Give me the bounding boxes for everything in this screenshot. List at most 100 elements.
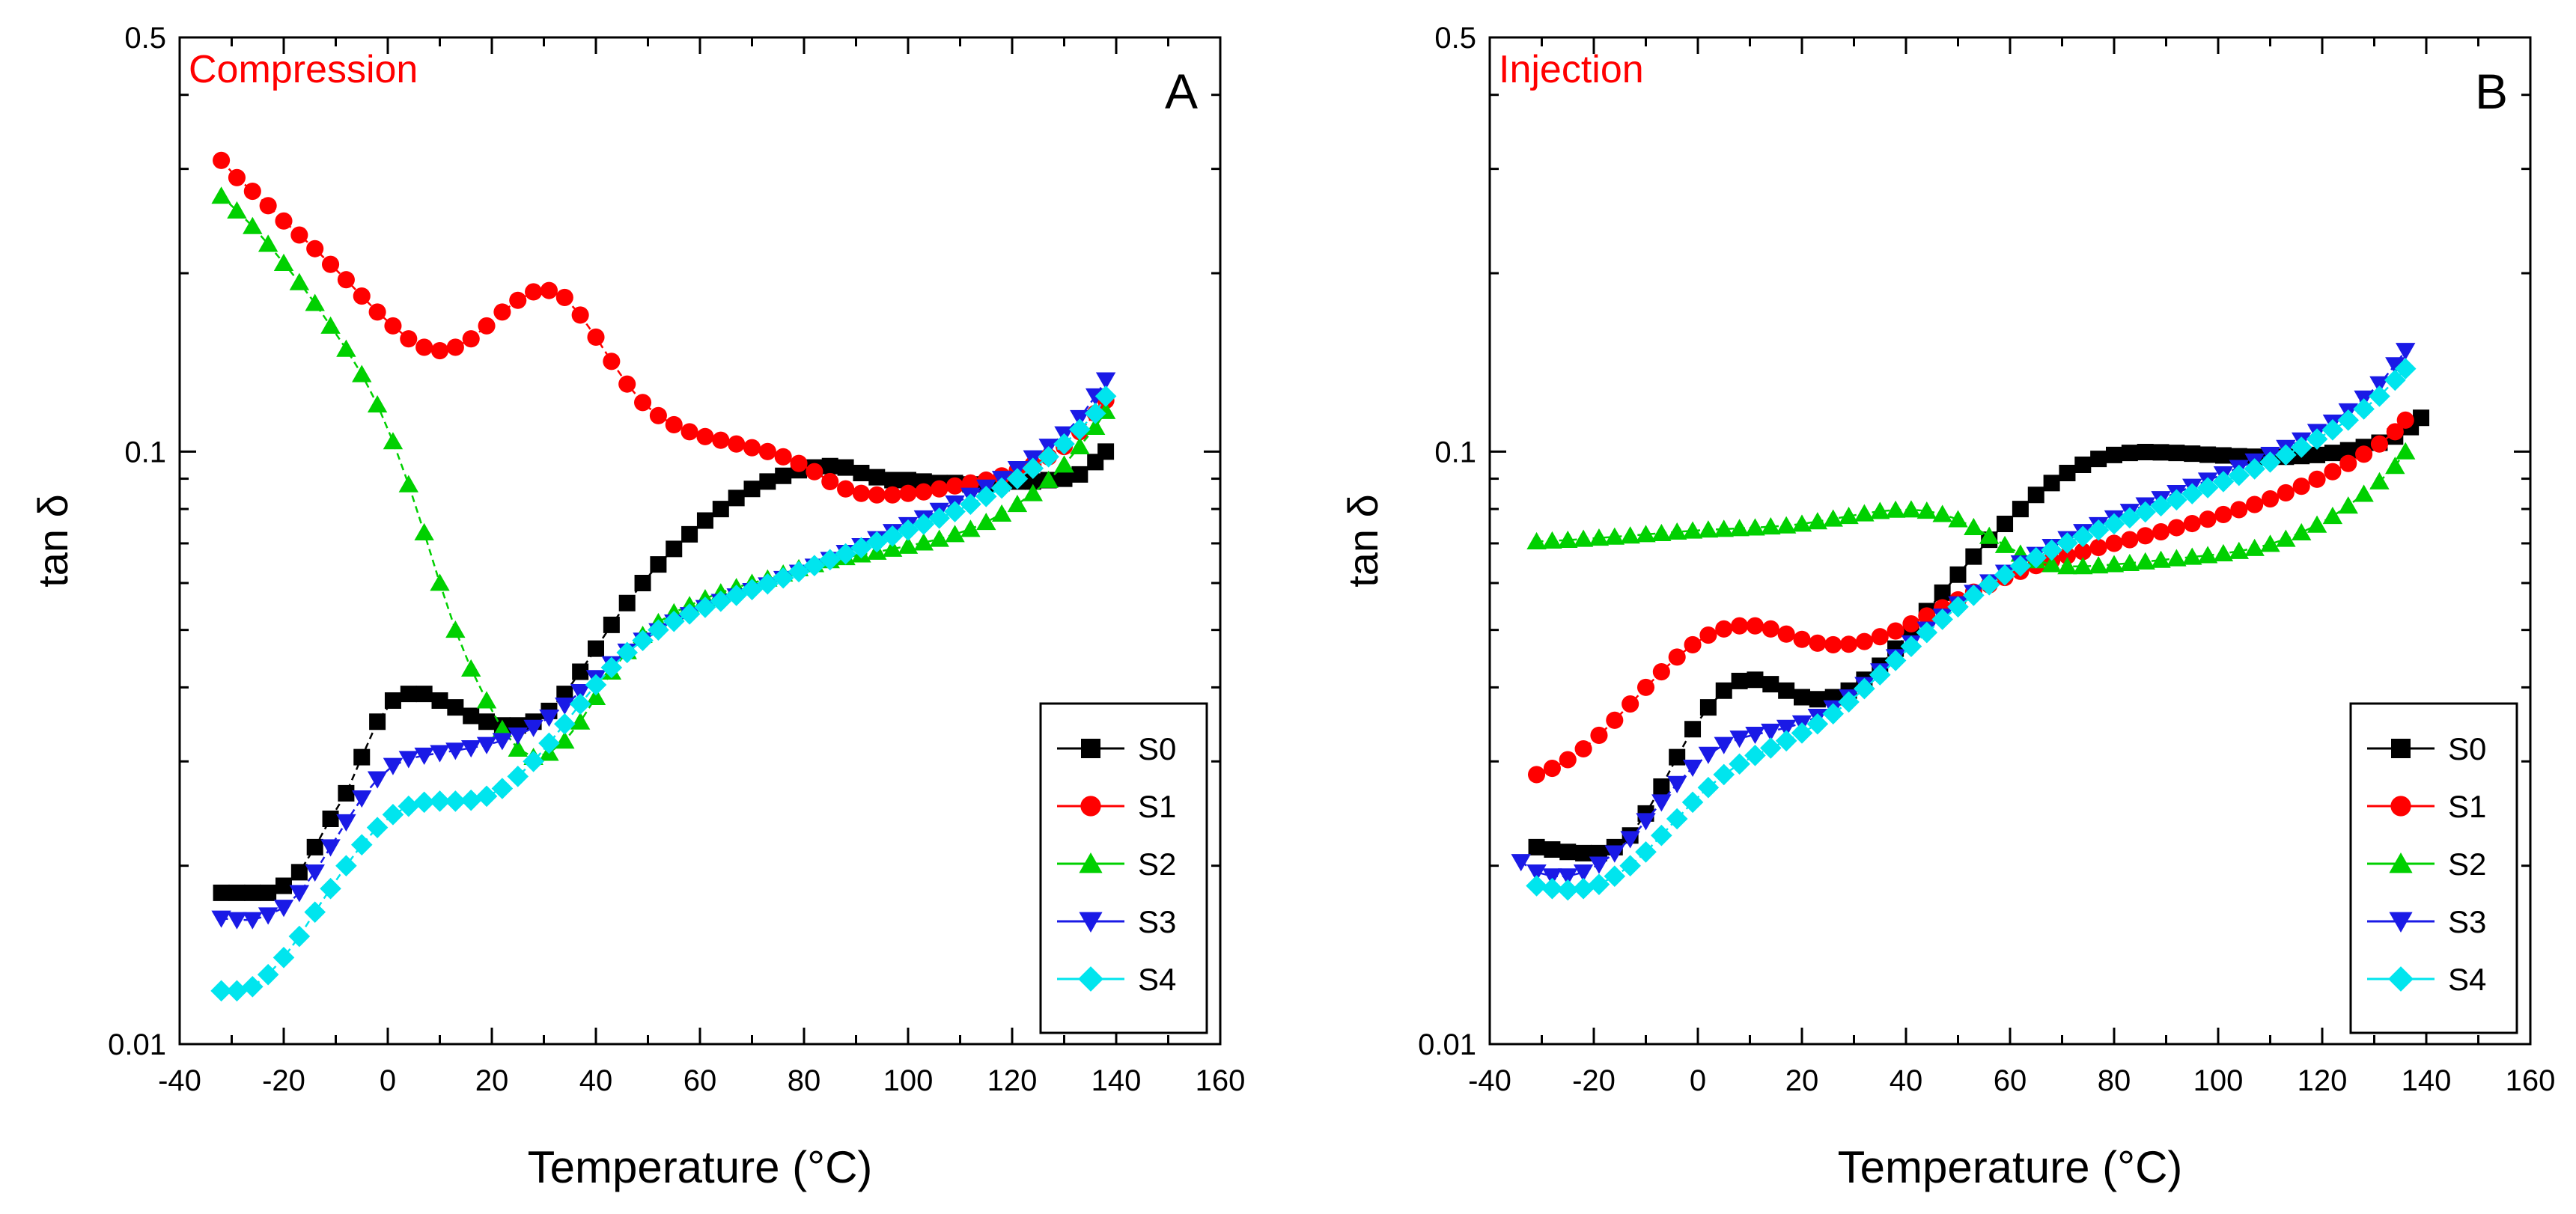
data-point bbox=[1559, 751, 1577, 769]
y-axis-title: tan δ bbox=[29, 494, 76, 588]
data-point bbox=[1997, 515, 2014, 532]
data-point bbox=[821, 457, 838, 475]
panel-letter: B bbox=[2475, 64, 2508, 119]
data-point bbox=[743, 439, 761, 457]
data-point bbox=[1651, 824, 1672, 847]
data-point bbox=[2213, 543, 2234, 561]
data-point bbox=[305, 864, 325, 882]
data-point bbox=[1699, 626, 1717, 644]
data-point bbox=[837, 459, 854, 476]
data-point bbox=[1559, 844, 1577, 861]
data-point bbox=[2072, 525, 2094, 548]
data-point bbox=[228, 884, 246, 901]
data-point bbox=[1620, 526, 1640, 544]
data-point bbox=[1778, 682, 1795, 699]
data-point bbox=[1885, 500, 1906, 518]
data-point bbox=[460, 789, 482, 811]
data-point bbox=[491, 778, 514, 799]
data-point bbox=[322, 811, 339, 828]
data-point bbox=[990, 477, 1013, 499]
data-point bbox=[1573, 864, 1594, 882]
data-point bbox=[242, 975, 264, 998]
data-point bbox=[1097, 443, 1115, 460]
data-point bbox=[570, 683, 591, 702]
data-point bbox=[2135, 552, 2155, 570]
data-point bbox=[618, 375, 636, 393]
data-point bbox=[2228, 464, 2250, 486]
data-point bbox=[445, 790, 466, 812]
data-point bbox=[400, 686, 417, 703]
x-tick-label: 100 bbox=[883, 1064, 934, 1097]
data-point bbox=[461, 659, 481, 677]
data-point bbox=[1606, 711, 1624, 729]
data-point bbox=[244, 884, 261, 901]
legend-label: S3 bbox=[2448, 904, 2486, 939]
data-point bbox=[2370, 435, 2388, 453]
data-point bbox=[243, 216, 263, 234]
data-point bbox=[1604, 527, 1625, 545]
series-s3-b bbox=[1511, 343, 2416, 886]
legend-entry-s0: S0 bbox=[2367, 731, 2486, 766]
legend-label: S4 bbox=[2448, 962, 2486, 997]
data-point bbox=[2152, 523, 2170, 541]
data-point bbox=[306, 838, 323, 855]
legend-marker bbox=[2388, 966, 2414, 992]
legend-entry-s3: S3 bbox=[2367, 904, 2486, 939]
data-point bbox=[1806, 713, 1829, 735]
data-point bbox=[353, 748, 371, 766]
data-point bbox=[525, 283, 543, 301]
data-point bbox=[213, 151, 231, 169]
data-point bbox=[2166, 489, 2187, 511]
data-point bbox=[1071, 466, 1088, 483]
data-point bbox=[1994, 564, 2016, 586]
legend-marker bbox=[2390, 796, 2411, 817]
series-s0-a bbox=[213, 443, 1115, 901]
data-point bbox=[2339, 442, 2357, 459]
data-point bbox=[2396, 411, 2414, 429]
data-point bbox=[352, 790, 372, 808]
x-tick-label: -40 bbox=[158, 1064, 201, 1097]
data-point bbox=[2025, 546, 2047, 569]
data-point bbox=[1526, 875, 1547, 897]
data-point bbox=[1713, 763, 1735, 786]
data-point bbox=[1053, 433, 1075, 455]
data-point bbox=[2324, 463, 2342, 481]
data-point bbox=[2275, 444, 2297, 466]
data-point bbox=[1762, 676, 1779, 693]
data-point bbox=[1809, 691, 1826, 708]
data-point bbox=[320, 316, 341, 334]
data-point bbox=[2184, 445, 2201, 463]
data-point bbox=[2321, 419, 2344, 441]
data-point bbox=[508, 739, 528, 757]
data-point bbox=[585, 674, 607, 696]
data-point bbox=[2338, 496, 2358, 514]
data-point bbox=[2413, 409, 2430, 427]
data-point bbox=[1541, 877, 1563, 900]
series-line bbox=[220, 195, 1107, 758]
legend-marker bbox=[1079, 912, 1103, 933]
data-point bbox=[1823, 509, 1843, 527]
data-point bbox=[1715, 682, 1732, 699]
data-point bbox=[555, 731, 575, 749]
data-point bbox=[850, 537, 872, 559]
data-point bbox=[1747, 671, 1764, 689]
data-point bbox=[696, 512, 713, 529]
x-tick-label: 20 bbox=[475, 1064, 509, 1097]
data-point bbox=[1902, 614, 1920, 633]
data-point bbox=[928, 507, 950, 529]
data-point bbox=[960, 519, 981, 537]
data-point bbox=[571, 306, 589, 324]
data-point bbox=[1948, 510, 1968, 528]
data-point bbox=[2230, 501, 2248, 519]
data-point bbox=[260, 884, 277, 901]
data-point bbox=[320, 839, 341, 857]
legend-label: S0 bbox=[2448, 731, 2486, 766]
data-point bbox=[2043, 475, 2060, 492]
data-point bbox=[2369, 376, 2390, 394]
data-point bbox=[2306, 428, 2328, 450]
legend-entry-s1: S1 bbox=[2367, 789, 2486, 824]
series-line bbox=[1536, 417, 2422, 855]
data-point bbox=[1573, 529, 1594, 547]
data-point bbox=[1556, 879, 1579, 901]
series-s2-b bbox=[1526, 442, 2416, 575]
